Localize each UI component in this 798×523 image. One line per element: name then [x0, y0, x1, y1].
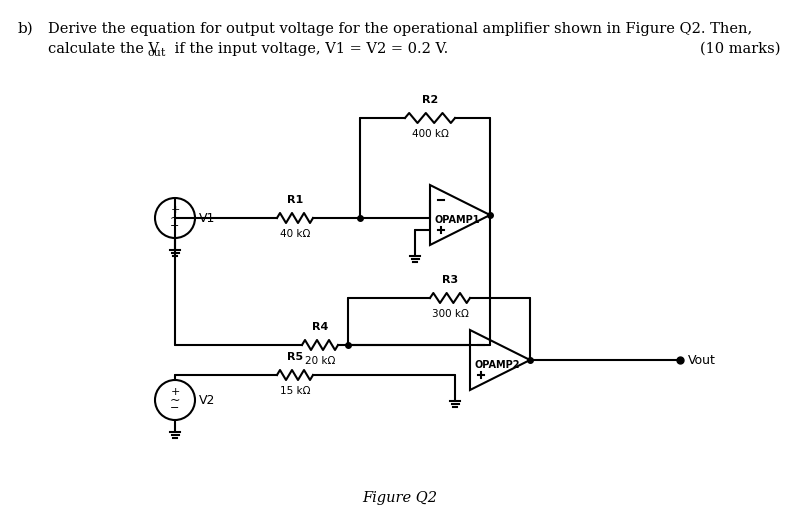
Text: Figure Q2: Figure Q2	[362, 491, 437, 505]
Text: if the input voltage, V1 = V2 = 0.2 V.: if the input voltage, V1 = V2 = 0.2 V.	[170, 42, 448, 56]
Text: R3: R3	[442, 275, 458, 285]
Text: OPAMP2: OPAMP2	[474, 360, 519, 370]
Text: 20 kΩ: 20 kΩ	[305, 356, 335, 366]
Text: calculate the V: calculate the V	[48, 42, 159, 56]
Text: ~: ~	[170, 393, 180, 406]
Text: V2: V2	[199, 393, 215, 406]
Text: 400 kΩ: 400 kΩ	[412, 129, 448, 139]
Text: R4: R4	[312, 322, 328, 332]
Text: 40 kΩ: 40 kΩ	[280, 229, 310, 239]
Text: b): b)	[18, 22, 34, 36]
Text: out: out	[148, 48, 166, 58]
Text: +: +	[170, 386, 180, 396]
Text: 15 kΩ: 15 kΩ	[280, 386, 310, 396]
Text: OPAMP1: OPAMP1	[434, 215, 480, 225]
Text: (10 marks): (10 marks)	[700, 42, 780, 56]
Text: ~: ~	[170, 211, 180, 224]
Text: Vout: Vout	[688, 354, 716, 367]
Text: 300 kΩ: 300 kΩ	[432, 309, 468, 319]
Text: R2: R2	[422, 95, 438, 105]
Text: −: −	[170, 221, 180, 231]
Text: −: −	[170, 403, 180, 413]
Text: Derive the equation for output voltage for the operational amplifier shown in Fi: Derive the equation for output voltage f…	[48, 22, 753, 36]
Text: R1: R1	[286, 195, 303, 205]
Text: +: +	[170, 204, 180, 214]
Text: R5: R5	[287, 352, 303, 362]
Text: V1: V1	[199, 211, 215, 224]
